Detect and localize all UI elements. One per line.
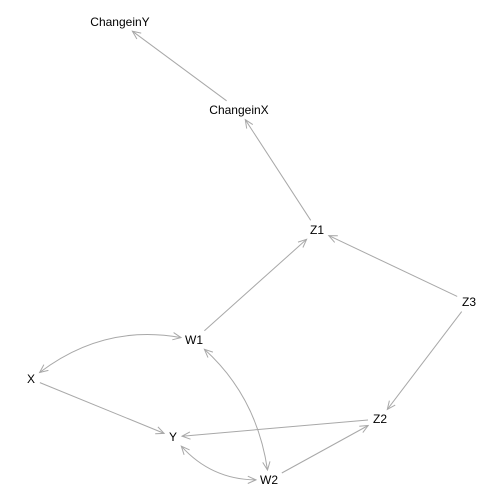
node-label-w1: W1 [185, 333, 203, 347]
edge-z1-changeinx [244, 119, 312, 221]
node-label-y: Y [169, 430, 177, 444]
arrowhead-z1-from-z3 [327, 235, 338, 243]
arrowhead-z2-from-w2 [359, 424, 370, 433]
node-label-w2: W2 [260, 473, 278, 487]
edge-w1-z1 [204, 238, 307, 332]
edge-x-y [39, 382, 165, 434]
arrowhead-w2-from-y [247, 475, 258, 484]
arrowhead-changeinx-from-z1 [244, 118, 254, 129]
arrowhead-changeiny-from-changeinx [131, 30, 142, 40]
node-label-changeiny: ChangeinY [90, 15, 149, 29]
edge-x-w1 [39, 333, 182, 373]
arrowhead-y-from-z2 [180, 431, 191, 440]
arrowhead-y-from-w2 [180, 445, 190, 455]
arrowhead-w1-from-w2 [203, 348, 214, 358]
edge-y-w2 [180, 445, 257, 481]
arrowhead-w2-from-w1 [262, 461, 271, 472]
edge-changeinx-changeiny [132, 30, 227, 102]
arrowhead-z2-from-z3 [386, 400, 396, 411]
node-label-x: X [27, 372, 35, 386]
edge-z3-z1 [328, 235, 458, 297]
edge-w2-z2 [281, 425, 369, 474]
edge-w1-w2 [204, 348, 268, 471]
node-label-z2: Z2 [373, 412, 387, 426]
arrowhead-w1-from-x [172, 332, 183, 341]
edge-z3-z2 [386, 311, 463, 410]
node-label-z3: Z3 [462, 295, 476, 309]
edge-z2-y [181, 419, 369, 437]
edges-layer [38, 30, 463, 484]
nodes-layer: ChangeinY ChangeinX Z1 Z3 W1 X Z2 Y W2 [27, 15, 476, 487]
arrowhead-y-from-x [155, 426, 166, 435]
node-label-z1: Z1 [310, 223, 324, 237]
arrowhead-x-from-w1 [38, 364, 49, 374]
arrowhead-z1-from-w1 [297, 238, 308, 248]
node-label-changeinx: ChangeinX [209, 103, 268, 117]
